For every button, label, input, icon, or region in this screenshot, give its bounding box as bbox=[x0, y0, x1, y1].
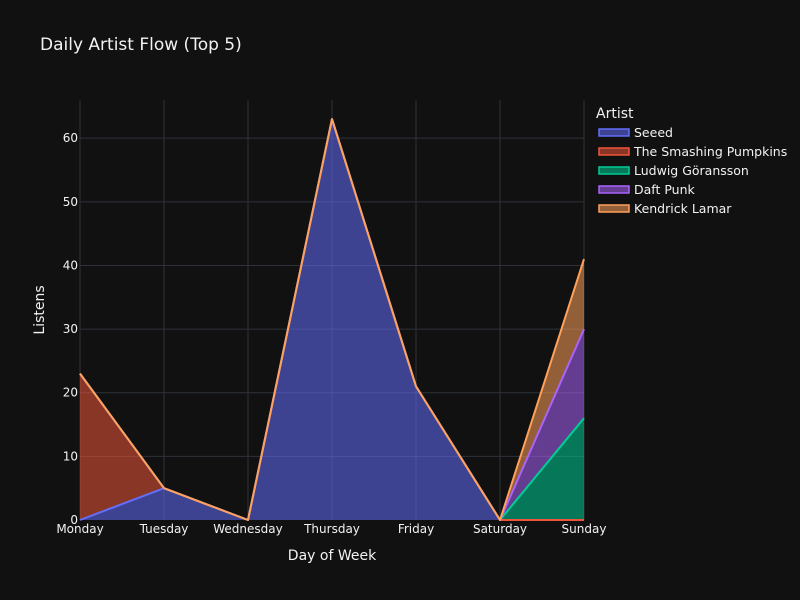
y-tick-60: 60 bbox=[63, 131, 78, 145]
y-tick-50: 50 bbox=[63, 195, 78, 209]
legend-item-seeed[interactable]: Seeed bbox=[598, 125, 673, 140]
area-seeed[interactable] bbox=[80, 119, 584, 520]
legend-swatch bbox=[598, 147, 630, 156]
x-tick-labels: Monday Tuesday Wednesday Thursday Friday Satu… bbox=[56, 522, 606, 536]
series-areas bbox=[80, 119, 584, 520]
x-tick-thursday: Thursday bbox=[303, 522, 360, 536]
legend-label: Ludwig Göransson bbox=[634, 163, 749, 178]
legend-label: The Smashing Pumpkins bbox=[633, 144, 787, 159]
y-tick-20: 20 bbox=[63, 386, 78, 400]
x-tick-sunday: Sunday bbox=[562, 522, 607, 536]
area-the-smashing-pumpkins[interactable] bbox=[80, 119, 584, 520]
legend[interactable]: Artist Seeed The Smashing Pumpkins Ludwig … bbox=[596, 106, 787, 216]
legend-swatch bbox=[598, 204, 630, 213]
legend-swatch bbox=[598, 185, 630, 194]
legend-swatch bbox=[598, 128, 630, 137]
y-tick-10: 10 bbox=[63, 449, 78, 463]
x-tick-wednesday: Wednesday bbox=[213, 522, 282, 536]
legend-label: Seeed bbox=[634, 125, 673, 140]
x-tick-tuesday: Tuesday bbox=[139, 522, 189, 536]
legend-swatch bbox=[598, 166, 630, 175]
x-tick-monday: Monday bbox=[56, 522, 103, 536]
x-tick-friday: Friday bbox=[398, 522, 434, 536]
legend-label: Daft Punk bbox=[634, 182, 696, 197]
series-lines bbox=[79, 118, 585, 521]
line-kendrick-lamar bbox=[79, 118, 585, 521]
legend-label: Kendrick Lamar bbox=[634, 201, 732, 216]
x-axis-title: Day of Week bbox=[288, 548, 377, 564]
legend-item-the-smashing-pumpkins[interactable]: The Smashing Pumpkins bbox=[598, 144, 787, 159]
x-tick-saturday: Saturday bbox=[473, 522, 527, 536]
y-tick-40: 40 bbox=[63, 258, 78, 272]
y-axis-title: Listens bbox=[32, 285, 48, 334]
legend-item-daft-punk[interactable]: Daft Punk bbox=[598, 182, 696, 197]
y-tick-labels: 0 10 20 30 40 50 60 bbox=[63, 131, 78, 527]
legend-item-kendrick-lamar[interactable]: Kendrick Lamar bbox=[598, 201, 732, 216]
y-tick-30: 30 bbox=[63, 322, 78, 336]
legend-title: Artist bbox=[596, 106, 634, 122]
legend-item-ludwig-goransson[interactable]: Ludwig Göransson bbox=[598, 163, 749, 178]
chart-title: Daily Artist Flow (Top 5) bbox=[40, 35, 242, 55]
y-tick-0: 0 bbox=[70, 513, 78, 527]
